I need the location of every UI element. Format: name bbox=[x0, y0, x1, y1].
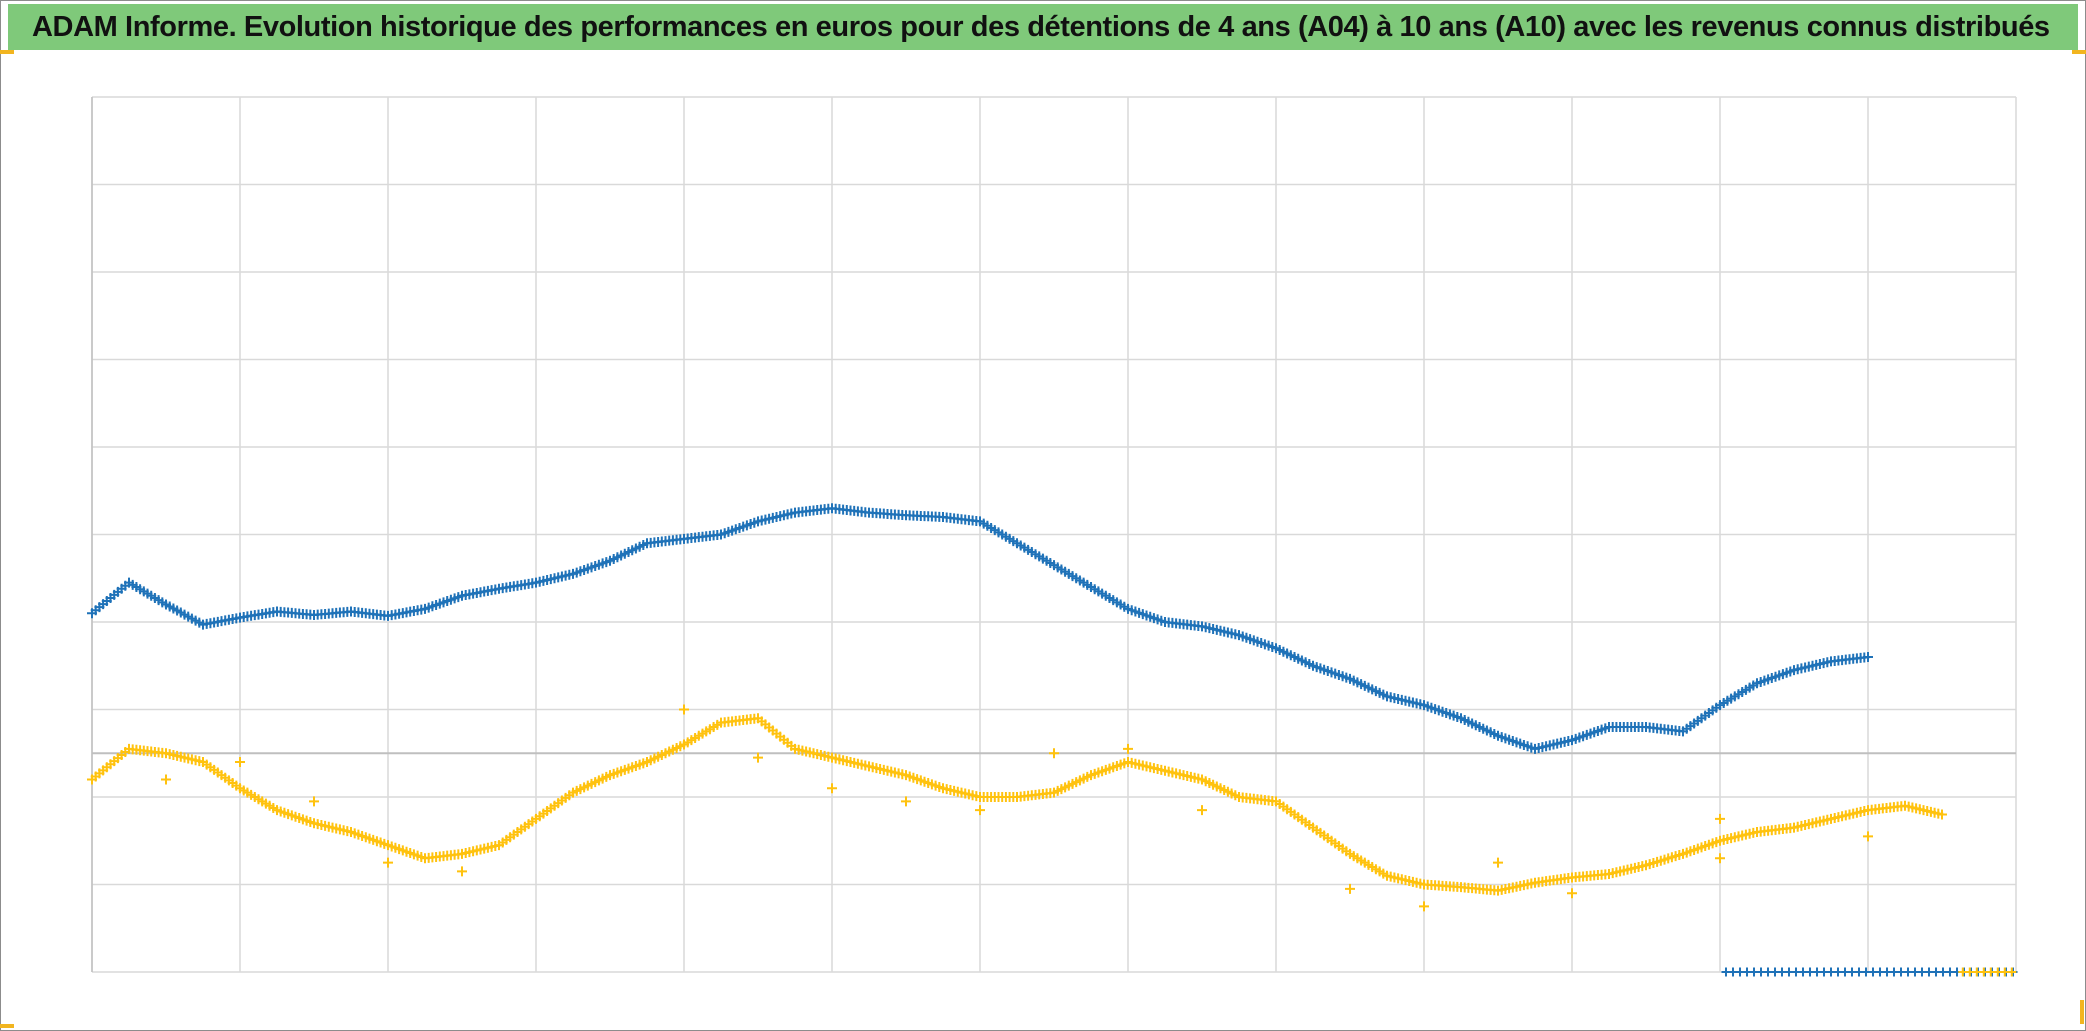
corner-mark-right-side bbox=[2080, 1000, 2084, 1024]
series-b-outlier bbox=[975, 805, 985, 816]
series-b-outlier bbox=[383, 857, 393, 868]
series-b-outlier bbox=[901, 796, 911, 807]
series-b-outlier bbox=[1493, 857, 1503, 868]
title-bar: ADAM Informe. Evolution historique des p… bbox=[8, 4, 2078, 50]
series-b-outlier bbox=[1863, 831, 1873, 842]
series-b-outlier bbox=[309, 796, 319, 807]
series-b-outlier bbox=[753, 752, 763, 763]
series-b-outlier bbox=[235, 757, 245, 767]
series-a-point bbox=[1863, 652, 1873, 662]
series-b-point bbox=[1937, 809, 1947, 820]
series-b-outlier bbox=[1123, 743, 1133, 754]
series-b-baseline-point bbox=[2007, 967, 2017, 977]
corner-mark-bottom-left bbox=[0, 1024, 14, 1028]
series-b-outlier bbox=[457, 866, 467, 877]
corner-mark-top-left bbox=[0, 50, 14, 54]
series-b-outlier bbox=[827, 783, 837, 794]
series-b-outlier bbox=[1567, 888, 1577, 899]
series-b-outlier bbox=[1715, 813, 1725, 824]
series-b-outlier bbox=[679, 704, 689, 715]
corner-mark-top-right bbox=[2072, 50, 2086, 54]
chart-title: ADAM Informe. Evolution historique des p… bbox=[32, 10, 2050, 43]
series-b-outlier bbox=[1345, 883, 1355, 894]
series-b-outlier bbox=[1197, 805, 1207, 816]
series-b-outlier bbox=[161, 774, 171, 785]
series-b-outlier bbox=[1419, 901, 1429, 912]
series-b-outlier bbox=[1715, 853, 1725, 864]
series-b-outlier bbox=[1049, 748, 1059, 759]
